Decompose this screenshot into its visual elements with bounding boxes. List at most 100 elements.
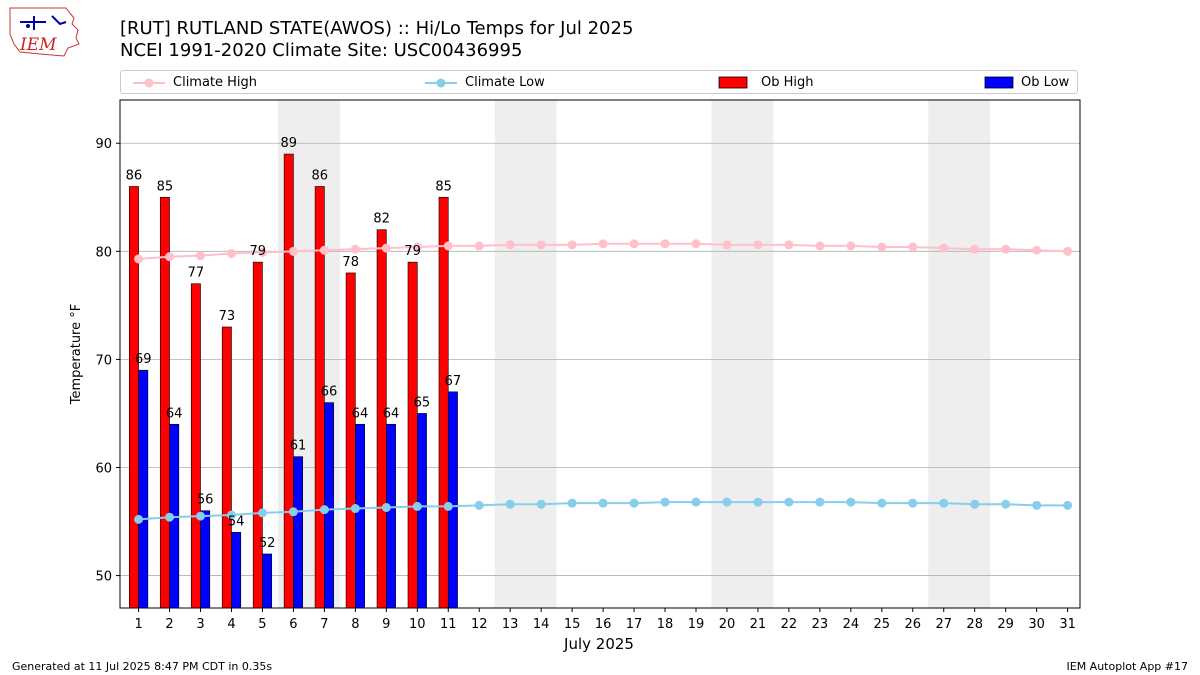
ob-high-label-5: 79	[250, 244, 267, 259]
climate-high-point-7	[319, 245, 329, 255]
ob-low-bar-9	[386, 423, 396, 609]
climate-high-point-5	[257, 247, 267, 257]
ob-high-label-10: 79	[404, 244, 421, 259]
climate-high-point-21	[753, 240, 763, 250]
ob-low-bar-5	[262, 553, 273, 609]
ob-high-label-8: 78	[342, 255, 359, 270]
ob-high-label-9: 82	[373, 212, 390, 227]
climate-high-point-27	[939, 243, 949, 253]
ob-low-bar-8	[355, 423, 365, 609]
x-tick-label-28: 28	[966, 617, 983, 632]
weekend-band-1	[277, 100, 340, 608]
climate-low-point-19	[691, 497, 701, 507]
climate-high-point-28	[970, 244, 980, 254]
x-tick-label-17: 17	[626, 617, 643, 632]
climate-high-point-13	[505, 240, 515, 250]
climate-high-point-8	[350, 244, 360, 254]
ob-high-bar-7	[314, 186, 325, 609]
x-tick-label-6: 6	[289, 617, 297, 632]
ob-low-label-4: 54	[228, 514, 245, 529]
climate-high-point-16	[598, 239, 608, 249]
climate-low-line	[138, 501, 1068, 521]
x-tick-label-11: 11	[440, 617, 457, 632]
x-tick-label-3: 3	[196, 617, 204, 632]
ob-low-bar-11	[447, 391, 458, 609]
climate-low-point-7	[319, 505, 329, 515]
ob-high-label-6: 89	[281, 136, 298, 151]
ob-low-bar-10	[416, 413, 427, 609]
x-tick-label-12: 12	[471, 617, 488, 632]
x-tick-label-9: 9	[382, 617, 390, 632]
x-tick-label-10: 10	[409, 617, 426, 632]
ob-low-bar-6	[293, 456, 304, 609]
ob-low-label-3: 56	[197, 493, 214, 508]
y-tick-label-80: 80	[95, 245, 112, 260]
climate-high-point-31	[1063, 246, 1073, 256]
climate-low-point-27	[939, 498, 949, 508]
ob-high-label-7: 86	[311, 168, 328, 183]
iem-logo: IEM	[9, 7, 80, 57]
x-tick-label-13: 13	[502, 617, 519, 632]
climate-low-point-5	[257, 508, 267, 518]
weekend-band-4	[928, 100, 991, 608]
x-tick-label-5: 5	[258, 617, 266, 632]
climate-high-point-24	[846, 241, 856, 251]
ob-high-bar-2	[159, 196, 170, 609]
climate-high-point-11	[443, 241, 453, 251]
ob-high-label-3: 77	[188, 266, 205, 281]
climate-low-point-8	[350, 504, 360, 514]
ob-low-label-2: 64	[166, 406, 183, 421]
climate-high-point-4	[226, 248, 236, 258]
climate-high-point-2	[165, 252, 175, 262]
legend-label-climate-low: Climate Low	[465, 75, 545, 90]
climate-low-point-11	[443, 501, 453, 511]
x-tick-label-2: 2	[165, 617, 173, 632]
x-tick-label-20: 20	[719, 617, 736, 632]
climate-high-point-30	[1032, 245, 1042, 255]
x-tick-label-26: 26	[905, 617, 922, 632]
ob-high-bar-9	[376, 229, 387, 609]
climate-low-point-22	[784, 497, 794, 507]
climate-low-point-26	[908, 498, 918, 508]
ob-low-bar-4	[231, 532, 242, 609]
ob-high-bar-8	[345, 272, 356, 609]
ob-high-bar-6	[283, 153, 294, 609]
climate-low-point-18	[660, 497, 670, 507]
climate-lines	[134, 239, 1073, 524]
data-labels: 86 85 77 73 79 89 86 78 82 79 85 69 64 56 54 52 61 66 64 64…	[126, 136, 462, 551]
ob-high-bar-11	[438, 196, 449, 609]
ob-low-label-1: 69	[135, 352, 152, 367]
climate-low-point-2	[165, 512, 175, 522]
ob-high-bar-10	[407, 261, 418, 609]
x-tick-label-4: 4	[227, 617, 235, 632]
climate-high-point-10	[412, 242, 422, 252]
legend-swatch-ob-low	[984, 76, 1014, 89]
footer-app: IEM Autoplot App #17	[1066, 660, 1189, 673]
x-tick-label-18: 18	[657, 617, 674, 632]
climate-high-point-19	[691, 239, 701, 249]
climate-high-point-15	[567, 240, 577, 250]
climate-high-point-26	[908, 242, 918, 252]
y-tick-label-60: 60	[95, 461, 112, 476]
x-tick-label-22: 22	[781, 617, 798, 632]
climate-low-point-28	[970, 499, 980, 509]
footer-generated: Generated at 11 Jul 2025 8:47 PM CDT in …	[12, 660, 273, 673]
climate-low-point-16	[598, 498, 608, 508]
climate-high-point-9	[381, 243, 391, 253]
climate-high-point-6	[288, 246, 298, 256]
climate-low-point-6	[288, 507, 298, 517]
x-tick-label-21: 21	[750, 617, 767, 632]
climate-low-point-29	[1001, 499, 1011, 509]
climate-low-point-17	[629, 498, 639, 508]
climate-high-point-29	[1001, 244, 1011, 254]
ob-low-label-5: 52	[259, 536, 276, 551]
climate-high-point-3	[196, 251, 206, 261]
ob-high-label-1: 86	[126, 168, 143, 183]
climate-low-point-1	[134, 514, 144, 524]
climate-high-point-22	[784, 240, 794, 250]
climate-low-point-9	[381, 502, 391, 512]
legend-swatch-ob-high	[718, 76, 748, 89]
x-tick-label-16: 16	[595, 617, 612, 632]
climate-low-point-10	[412, 501, 422, 511]
